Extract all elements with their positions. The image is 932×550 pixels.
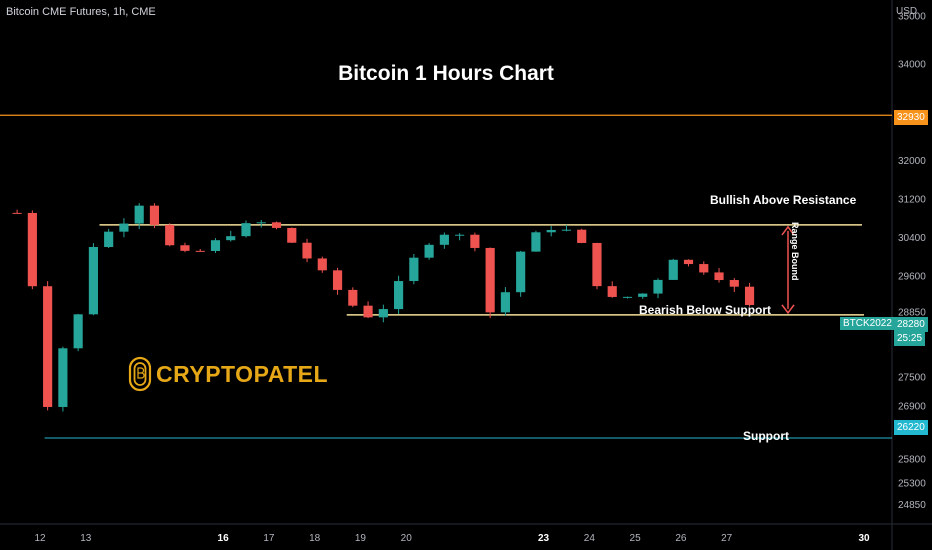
chart-title: Bitcoin 1 Hours Chart xyxy=(338,62,554,85)
range-bound-label: Range Bound xyxy=(790,222,800,281)
logo-text: CRYPTOPATEL xyxy=(156,360,329,387)
y-tick-label: 27500 xyxy=(898,372,926,383)
candle-body xyxy=(332,270,343,290)
candle-body xyxy=(455,234,465,236)
candle-body xyxy=(348,289,358,306)
x-tick-label: 17 xyxy=(263,533,275,544)
y-tick-label: 25300 xyxy=(898,478,926,489)
candle-body xyxy=(317,258,327,271)
upper-level-tag: 32930 xyxy=(894,110,928,125)
candle-body xyxy=(744,286,755,306)
resistance-annotation: Bullish Above Resistance xyxy=(710,193,857,207)
candle-body xyxy=(104,231,114,248)
candle-body xyxy=(714,272,724,281)
candle-body xyxy=(88,247,98,315)
candle-body xyxy=(638,293,648,297)
candle-body xyxy=(287,227,297,243)
y-tick-label: 24850 xyxy=(898,500,926,511)
y-tick-label: 34000 xyxy=(898,60,926,71)
y-tick-label: 35000 xyxy=(898,12,926,23)
candle-body xyxy=(363,305,373,318)
candle-body xyxy=(210,240,221,252)
bitcoin-coin-icon xyxy=(128,356,152,392)
y-tick-label: 25800 xyxy=(898,454,926,465)
countdown-tag: 25:25 xyxy=(894,331,926,346)
candle-body xyxy=(699,264,709,273)
y-tick-label: 26900 xyxy=(898,401,926,412)
y-tick-label: 28850 xyxy=(898,308,926,319)
x-tick-label: 18 xyxy=(309,533,321,544)
candle-body xyxy=(561,229,572,231)
candle-body xyxy=(27,212,37,287)
candle-body xyxy=(653,279,663,294)
candle-body xyxy=(470,234,480,248)
x-tick-label: 16 xyxy=(218,533,230,544)
range-support-annotation: Bearish Below Support xyxy=(639,303,772,317)
lower-level-tag: 26220 xyxy=(894,420,928,435)
candle-body xyxy=(577,229,587,243)
candle-body xyxy=(256,222,266,224)
candle-body xyxy=(394,281,404,310)
candle-body xyxy=(607,286,617,297)
range-arrow-up-icon xyxy=(781,225,795,236)
x-tick-label: 13 xyxy=(80,533,92,544)
candle-body xyxy=(12,212,22,214)
x-tick-label: 12 xyxy=(34,533,46,544)
x-tick-label: 25 xyxy=(630,533,642,544)
candle-body xyxy=(165,224,175,246)
candle-body xyxy=(531,232,541,252)
x-tick-label: 19 xyxy=(355,533,367,544)
candle-body xyxy=(134,205,144,224)
candle-body xyxy=(500,292,510,313)
candle-body xyxy=(271,222,282,228)
lower-support-annotation: Support xyxy=(743,429,789,443)
candle-body xyxy=(516,251,526,293)
candle-body xyxy=(226,236,236,241)
symbol-tag: BTCK2022 xyxy=(840,317,895,330)
candle-body xyxy=(546,229,556,233)
currency-label: USD xyxy=(896,6,918,17)
x-tick-label: 23 xyxy=(538,533,550,544)
candle-body xyxy=(149,205,160,225)
x-tick-label: 26 xyxy=(675,533,687,544)
candle-body xyxy=(58,348,68,407)
x-tick-label: 30 xyxy=(858,533,870,544)
candle-body xyxy=(439,234,449,245)
brand-logo: CRYPTOPATEL xyxy=(128,356,328,392)
candle-body xyxy=(683,259,694,265)
x-tick-label: 24 xyxy=(584,533,596,544)
candle-body xyxy=(302,242,312,259)
y-tick-label: 30400 xyxy=(898,233,926,244)
candle-body xyxy=(43,286,53,407)
candle-body xyxy=(409,257,419,282)
candle-body xyxy=(180,245,190,251)
candle-body xyxy=(119,223,129,232)
range-arrow-down-icon xyxy=(781,304,795,315)
candle-body xyxy=(378,309,388,318)
candle-body xyxy=(729,280,739,287)
candle-body xyxy=(622,296,633,298)
candle-body xyxy=(73,314,83,349)
y-tick-label: 29600 xyxy=(898,271,926,282)
candle-body xyxy=(592,242,602,287)
candle-body xyxy=(424,244,434,258)
candle-body xyxy=(485,247,495,313)
last-price-tag: 28280 xyxy=(894,317,928,332)
candle-body xyxy=(195,250,205,252)
symbol-header[interactable]: Bitcoin CME Futures, 1h, CME xyxy=(6,6,156,18)
candle-body xyxy=(668,259,678,280)
y-tick-label: 32000 xyxy=(898,156,926,167)
x-tick-label: 27 xyxy=(721,533,733,544)
candle-body xyxy=(241,223,251,237)
y-tick-label: 31200 xyxy=(898,194,926,205)
x-tick-label: 20 xyxy=(401,533,413,544)
